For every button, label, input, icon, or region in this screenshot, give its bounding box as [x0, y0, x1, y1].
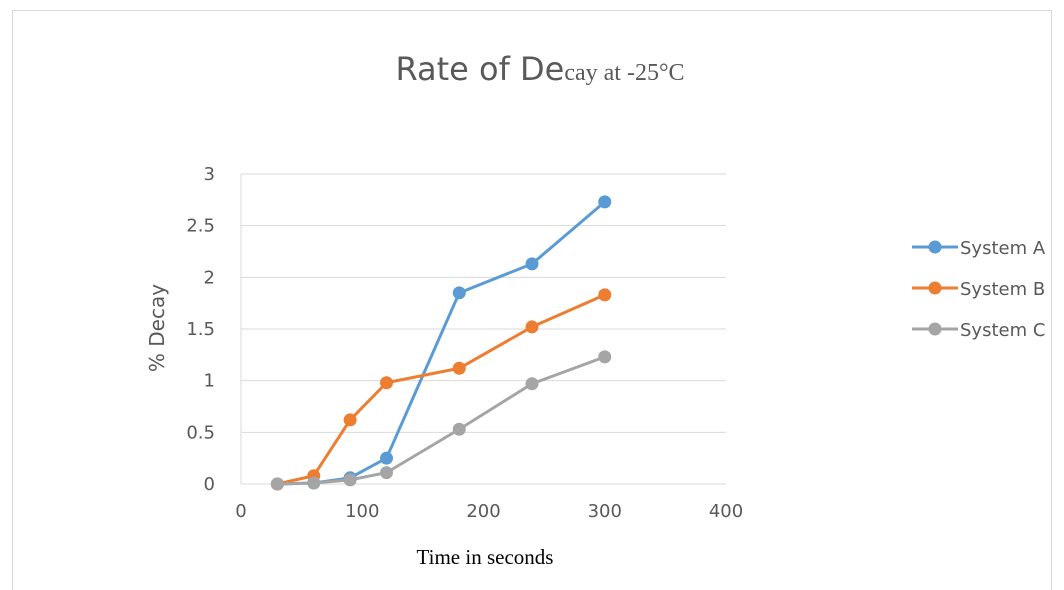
chart-title-main: Rate of De: [395, 50, 564, 88]
y-tick-label: 2.5: [186, 216, 215, 237]
y-axis-label: % Decay: [145, 284, 169, 372]
x-axis-label: Time in seconds: [417, 545, 554, 569]
x-tick-label: 200: [466, 501, 500, 522]
series-system-c: [270, 350, 612, 491]
chart-title-tail: cay at -25°C: [564, 60, 684, 86]
legend-item: System B: [912, 279, 1045, 300]
series-system-b: [270, 288, 612, 491]
legend-label: System A: [960, 238, 1046, 259]
legend-label: System B: [960, 279, 1045, 300]
legend: System A System B System C: [912, 238, 1046, 341]
series-line: [277, 355, 606, 486]
chart-title: Rate of Decay at -25°C: [395, 50, 684, 88]
legend-marker: [928, 322, 942, 336]
chart-frame: [12, 10, 1052, 590]
y-tick-label: 2: [204, 267, 215, 288]
series-system-a: [270, 195, 612, 491]
data-point: [525, 257, 539, 271]
data-point: [270, 477, 284, 491]
data-point: [380, 376, 393, 390]
y-tick-label: 0: [204, 474, 215, 495]
data-point: [307, 476, 321, 490]
y-tick-label: 0.5: [186, 422, 215, 443]
data-point: [452, 361, 466, 375]
data-point: [598, 195, 612, 209]
data-point: [380, 451, 393, 465]
x-tick-label: 0: [235, 501, 246, 522]
x-tick-label: 100: [345, 501, 379, 522]
data-point: [598, 350, 612, 364]
gridlines: [240, 173, 726, 485]
series-line: [277, 293, 606, 486]
data-point: [343, 473, 357, 487]
y-tick-label: 1: [204, 371, 215, 392]
y-tick-label: 3: [204, 164, 215, 185]
data-point: [452, 286, 466, 300]
data-point: [525, 377, 539, 391]
legend-marker: [928, 281, 942, 295]
y-axis-ticks: 0 0.5 1 1.5 2 2.5 3: [186, 164, 215, 495]
data-point: [343, 413, 357, 427]
y-tick-label: 1.5: [186, 319, 215, 340]
x-axis-ticks: 0 100 200 300 400: [235, 501, 743, 522]
x-tick-label: 400: [709, 501, 743, 522]
data-point: [380, 466, 393, 480]
data-point: [525, 320, 539, 334]
legend-marker: [928, 240, 942, 254]
data-point: [452, 422, 466, 436]
x-tick-label: 300: [588, 501, 622, 522]
data-point: [598, 288, 612, 302]
legend-item: System C: [912, 320, 1045, 341]
series-group: [270, 195, 612, 491]
legend-item: System A: [912, 238, 1046, 259]
legend-label: System C: [960, 320, 1045, 341]
